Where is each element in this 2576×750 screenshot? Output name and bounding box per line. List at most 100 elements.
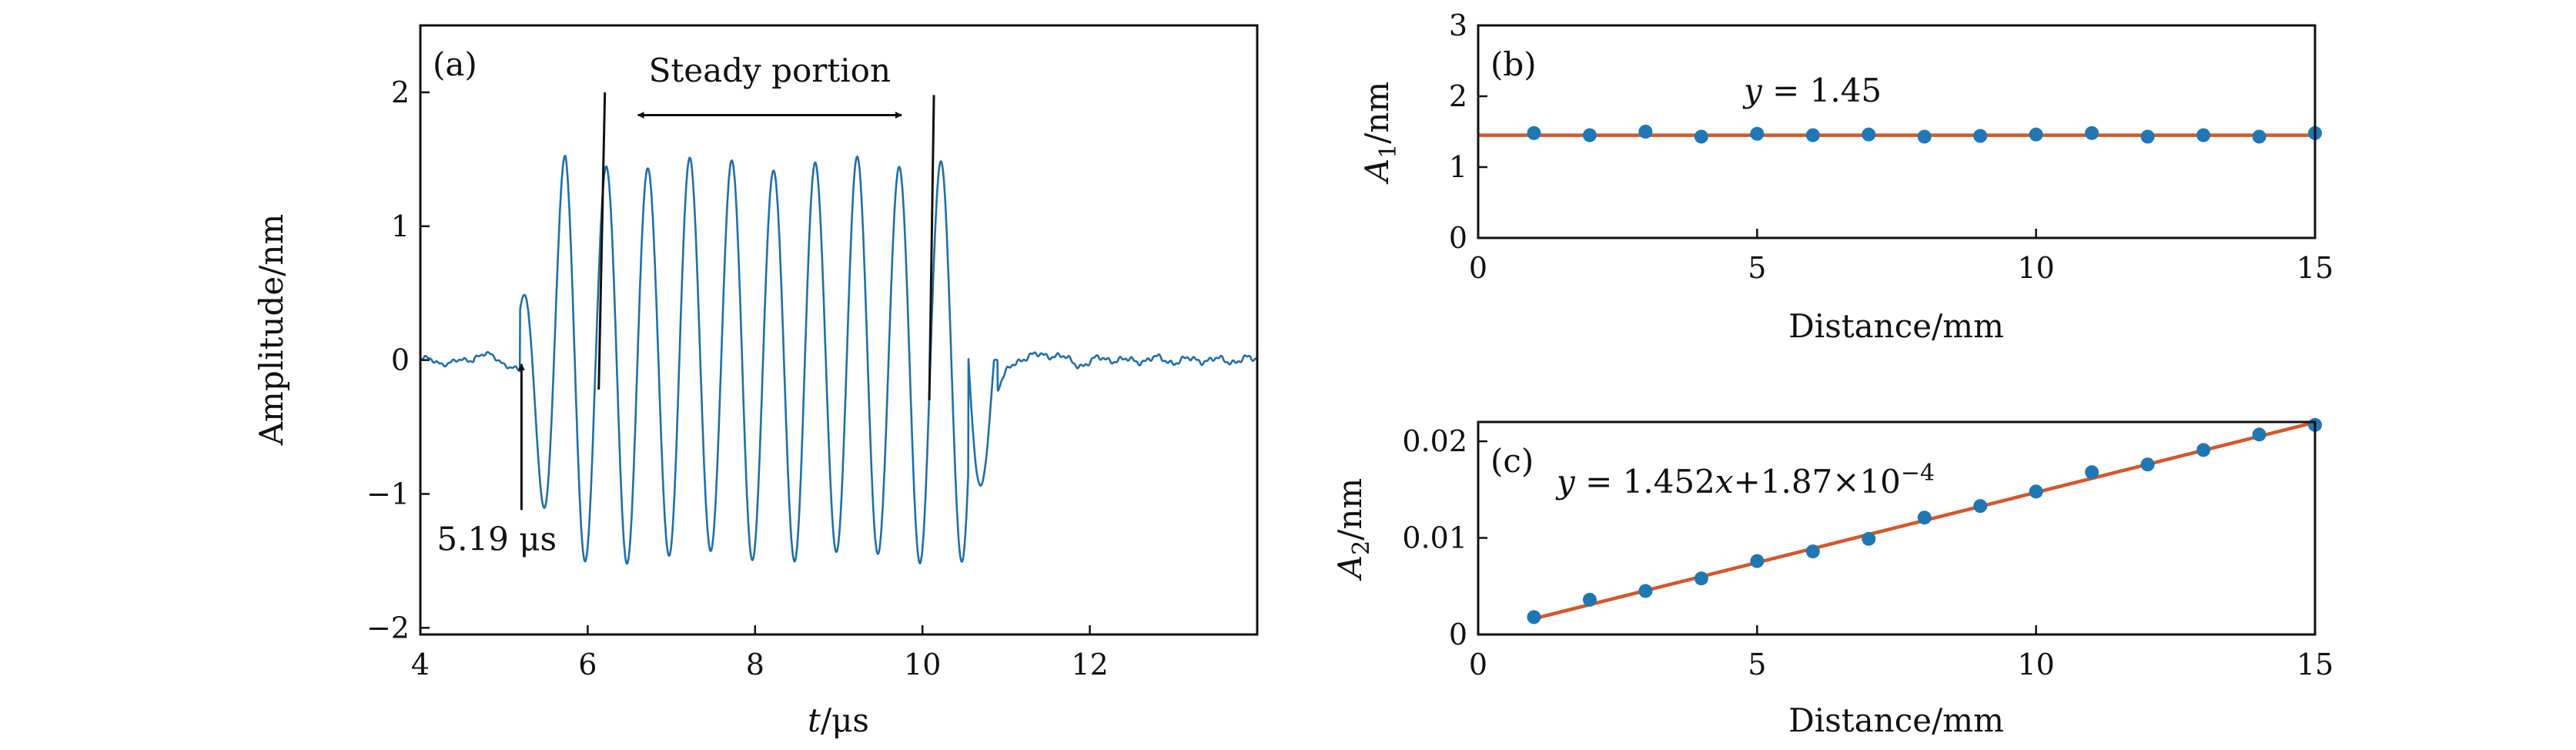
data-point <box>1750 126 1765 141</box>
y-tick-label: 0.01 <box>1402 521 1467 555</box>
panel-b-points <box>1527 125 2322 144</box>
x-tick-label: 15 <box>2297 648 2333 681</box>
x-tick-label: 5 <box>1748 648 1766 681</box>
x-tick-label: 15 <box>2297 251 2333 285</box>
data-point <box>1638 125 1653 139</box>
data-point <box>1638 584 1653 598</box>
y-tick-label: 0.02 <box>1402 424 1467 458</box>
panel-c-y-axis-unit: /nm <box>1331 478 1369 541</box>
x-tick-label: 10 <box>904 648 941 681</box>
y-tick-label: 0 <box>1449 221 1467 255</box>
start-time-label: 5.19 μs <box>437 520 557 557</box>
panel-b-y-axis-subscript: 1 <box>1375 144 1402 159</box>
panel-c-y-axis-subscript: 2 <box>1348 541 1375 555</box>
panel-b-label: (b) <box>1490 45 1537 83</box>
y-tick-label: 3 <box>1449 8 1467 42</box>
panel-c: 0 5 10 15 0 0.01 0.02 (c) y = 1.452x+1.87×10−… <box>1331 417 2333 739</box>
panel-c-y-axis-label: A2/nm <box>1331 478 1375 581</box>
data-point <box>2085 465 2099 480</box>
data-point <box>1805 544 1820 559</box>
panel-c-equation-rhs-b: +1.87×10 <box>1734 463 1901 501</box>
panel-b-y-axis-label: A1/nm <box>1358 82 1402 185</box>
data-point <box>2196 128 2211 142</box>
panel-a-y-axis-label: Amplitude/nm <box>253 214 290 447</box>
data-point <box>1582 592 1597 607</box>
y-tick-label: 1 <box>391 209 410 243</box>
panel-c-x-ticks: 0 5 10 15 <box>1469 625 2333 681</box>
panel-c-frame <box>1477 420 2317 636</box>
y-tick-label: 1 <box>1449 150 1467 184</box>
x-tick-label: 0 <box>1469 251 1487 285</box>
panel-c-equation-rhs-a: = 1.452 <box>1575 463 1715 501</box>
panel-a-x-ticks: 4 6 8 10 12 <box>411 625 1109 681</box>
steady-portion-label: Steady portion <box>649 52 891 89</box>
panel-a-x-axis-var: t <box>808 701 821 739</box>
panel-c-equation-exp: −4 <box>1901 460 1935 487</box>
data-point <box>1973 499 1988 514</box>
data-point <box>1527 610 1541 624</box>
panel-c-x-axis-label: Distance/mm <box>1788 701 2004 739</box>
data-point <box>1917 129 1932 144</box>
x-tick-label: 0 <box>1469 648 1487 681</box>
data-point <box>1750 554 1765 568</box>
y-tick-label: 2 <box>1449 79 1467 113</box>
panel-c-equation-lhs: y <box>1555 463 1576 501</box>
panel-b-frame <box>1477 24 2317 239</box>
y-tick-label: 2 <box>391 75 410 109</box>
panel-b-x-ticks: 0 5 10 15 <box>1469 229 2333 285</box>
waveform-line <box>420 155 1259 565</box>
data-point <box>2029 127 2043 142</box>
panel-a-x-axis-label: t/μs <box>808 701 869 739</box>
y-tick-label: −1 <box>366 477 410 511</box>
panel-c-equation: y = 1.452x+1.87×10−4 <box>1555 460 1935 501</box>
panel-c-y-ticks: 0 0.01 0.02 <box>1402 424 1487 651</box>
y-tick-label: −2 <box>366 611 410 645</box>
x-tick-label: 6 <box>578 648 597 681</box>
panel-b-x-axis-label: Distance/mm <box>1788 307 2004 345</box>
data-point <box>2140 457 2155 472</box>
data-point <box>2196 443 2211 457</box>
data-point <box>1862 531 1876 546</box>
data-point <box>2252 427 2267 442</box>
panel-a-annotations: Steady portion 5.19 μs <box>437 52 935 557</box>
data-point <box>1582 128 1597 142</box>
x-tick-label: 4 <box>411 648 430 681</box>
data-point <box>2140 129 2155 144</box>
data-point <box>2252 129 2267 144</box>
panel-b-equation: y = 1.45 <box>1742 72 1882 109</box>
panel-c-points <box>1527 417 2322 624</box>
data-point <box>2085 126 2099 140</box>
panel-c-equation-x: x <box>1715 463 1734 501</box>
data-point <box>1527 126 1541 140</box>
panel-b-y-ticks: 0 1 2 3 <box>1449 8 1487 255</box>
data-point <box>2029 484 2043 499</box>
panel-a-series <box>420 155 1259 565</box>
data-point <box>1694 129 1708 144</box>
panel-b-y-axis-symbol: A <box>1358 159 1396 185</box>
panel-c-label: (c) <box>1490 442 1534 480</box>
data-point <box>1694 571 1708 586</box>
panel-a-label: (a) <box>433 45 477 83</box>
data-point <box>1862 127 1876 142</box>
data-point <box>1917 511 1932 525</box>
y-tick-label: 0 <box>391 343 410 377</box>
x-tick-label: 8 <box>746 648 764 681</box>
x-tick-label: 12 <box>1071 648 1108 681</box>
y-tick-label: 0 <box>1449 618 1467 651</box>
panel-b-y-axis-unit: /nm <box>1358 82 1396 144</box>
data-point <box>1973 129 1988 143</box>
data-point <box>1805 128 1820 142</box>
x-tick-label: 10 <box>2017 648 2054 681</box>
panel-a-x-axis-unit: /μs <box>821 701 869 739</box>
panel-b-equation-rhs: = 1.45 <box>1762 72 1882 109</box>
panel-c-y-axis-symbol: A <box>1331 555 1369 581</box>
panel-a-frame <box>419 24 1259 636</box>
x-tick-label: 5 <box>1748 251 1766 285</box>
panel-a-y-ticks: −2 −1 0 1 2 <box>366 75 430 645</box>
steady-start-marker <box>597 92 607 390</box>
steady-end-marker <box>928 95 935 400</box>
x-tick-label: 10 <box>2017 251 2054 285</box>
